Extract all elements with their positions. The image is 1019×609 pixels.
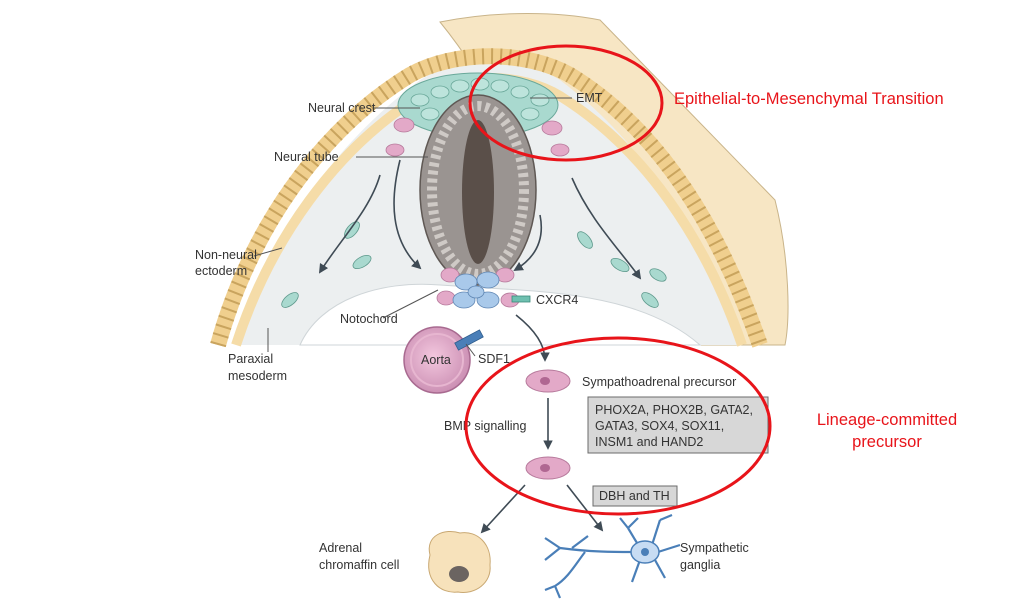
adrenal-chromaffin-cell	[428, 531, 491, 593]
migration-arrows	[318, 159, 642, 280]
emt-highlight-ellipse	[468, 44, 664, 162]
emt-annotation: Epithelial-to-Mesenchymal Transition	[674, 90, 944, 108]
markers-line-1: PHOX2A, PHOX2B, GATA2,	[595, 403, 753, 417]
adrenal-label-1: Adrenal	[319, 541, 362, 555]
lineage-highlight-ellipse	[464, 336, 772, 516]
dbh-label: DBH and TH	[599, 489, 670, 503]
markers-line-3: INSM1 and HAND2	[595, 435, 703, 449]
pink-cells-top	[385, 117, 570, 157]
emt-label: EMT	[576, 91, 603, 105]
neural-crest-label: Neural crest	[308, 101, 376, 115]
bmp-label: BMP signalling	[444, 419, 527, 433]
dbh-box	[592, 485, 678, 507]
aorta	[403, 326, 471, 394]
paraxial-label-2: mesoderm	[228, 369, 287, 383]
aorta-label: Aorta	[421, 353, 451, 367]
sdf1-label: SDF1	[478, 352, 510, 366]
non-neural-label-1: Non-neural	[195, 248, 257, 262]
notochord-label: Notochord	[340, 312, 398, 326]
sdf1-ligand	[454, 329, 484, 351]
cavity	[299, 283, 702, 346]
migrating-cells	[281, 221, 667, 308]
lineage-annotation-2: precursor	[852, 433, 922, 451]
sympathetic-neuron	[544, 513, 681, 599]
leader-lines	[253, 97, 572, 357]
paraxial-label-1: Paraxial	[228, 352, 273, 366]
sympathoadrenal-label: Sympathoadrenal precursor	[582, 375, 736, 389]
sympathetic-label-2: ganglia	[680, 558, 720, 572]
neural-crest-cells	[410, 77, 550, 121]
lineage-annotation-1: Lineage-committed	[817, 411, 957, 429]
neural-tube-lumen	[462, 120, 494, 264]
adrenal-label-2: chromaffin cell	[319, 558, 399, 572]
cxcr4-receptor	[511, 295, 531, 303]
sympathetic-label-1: Sympathetic	[680, 541, 749, 555]
neural-tube-label: Neural tube	[274, 150, 339, 164]
marker-box	[587, 396, 769, 454]
non-neural-ectoderm-band	[210, 48, 768, 348]
markers-line-2: GATA3, SOX4, SOX11,	[595, 419, 724, 433]
non-neural-label-2: ectoderm	[195, 264, 247, 278]
cxcr4-label: CXCR4	[536, 293, 578, 307]
